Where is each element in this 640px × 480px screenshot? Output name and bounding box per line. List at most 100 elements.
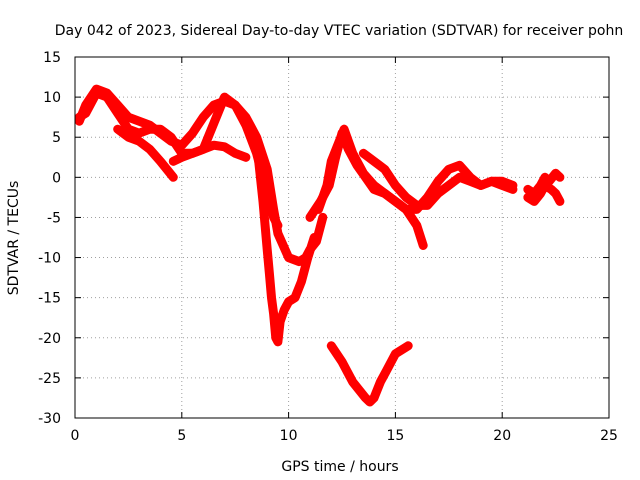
data-point [540,181,549,190]
data-point [231,101,240,110]
x-axis-label: GPS time / hours [281,459,398,475]
data-point [113,109,122,118]
data-point [536,189,545,198]
plot-frame [74,56,610,419]
data-point [284,253,293,262]
data-point [434,177,443,186]
data-point [391,181,400,190]
data-point [476,181,485,190]
data-point [145,125,154,134]
chart-title: Day 042 of 2023, Sidereal Day-to-day VTE… [55,23,623,39]
data-point [269,309,278,318]
y-tick-label: -5 [47,210,61,226]
data-point [145,145,154,154]
data-point [135,129,144,138]
data-point [209,141,218,150]
data-point [340,125,349,134]
data-point [359,169,368,178]
data-point [310,233,319,242]
data-point [258,197,267,206]
data-point [167,133,176,142]
y-tick-label: -30 [38,411,61,427]
data-point [359,149,368,158]
data-point [370,181,379,190]
data-point [269,213,278,222]
data-point [303,253,312,262]
data-point [551,169,560,178]
data-point [434,189,443,198]
data-point [323,181,332,190]
data-point [156,125,165,134]
data-point [220,142,229,151]
data-point [530,197,539,206]
data-point [177,153,186,162]
data-point [75,113,84,122]
data-point [348,149,357,158]
data-point [455,161,464,170]
data-point [199,113,208,122]
data-point [540,173,549,182]
data-point [273,337,282,346]
data-point [419,241,428,250]
data-point [265,269,274,278]
data-point [498,177,507,186]
data-point [391,349,400,358]
data-point [391,197,400,206]
data-point [402,205,411,214]
data-point [124,133,133,142]
data-point [252,149,261,158]
x-tick-label: 5 [177,428,186,444]
data-point [314,205,323,214]
x-tick-label: 15 [386,428,404,444]
y-tick-label: 10 [43,90,61,106]
data-point [444,165,453,174]
tick-label-layer: 0 5 10 15 20 25 -30 -25 -20 -15 -10 -5 0 5 10 15 [38,50,618,444]
series-track-2 [74,88,283,230]
data-point [135,117,144,126]
y-tick-label: -20 [38,331,61,347]
y-axis-label: SDTVAR / TECUs [6,181,22,296]
data-point [273,229,282,238]
data-point [305,213,314,222]
data-point [555,173,564,182]
data-point [551,189,560,198]
data-point [280,305,289,314]
data-point [382,365,391,374]
x-tick-label: 10 [280,428,298,444]
data-point [188,149,197,158]
data-point [327,341,336,350]
y-tick-label: -15 [38,291,61,307]
data-point [241,121,250,130]
series-layer [74,84,565,407]
data-point [444,181,453,190]
data-point [348,377,357,386]
data-point [404,341,413,350]
data-point [397,345,406,354]
data-point [188,129,197,138]
data-point [113,125,122,134]
data-point [241,153,250,162]
x-tick-label: 0 [71,428,80,444]
y-tick-label: -25 [38,371,61,387]
data-point [355,385,364,394]
data-point [380,189,389,198]
data-point [487,177,496,186]
data-point [508,181,517,190]
data-point [523,185,532,194]
data-point [92,89,101,98]
data-point [169,157,178,166]
data-point [103,93,112,102]
data-point [169,173,178,182]
data-point [412,201,421,210]
data-point [380,165,389,174]
data-point [273,221,282,230]
data-point [423,201,432,210]
x-tick-label: 25 [600,428,618,444]
data-point [376,377,385,386]
data-point [402,193,411,202]
data-point [370,393,379,402]
y-tick-label: 0 [52,170,61,186]
data-point [295,257,304,266]
data-point [263,245,272,254]
